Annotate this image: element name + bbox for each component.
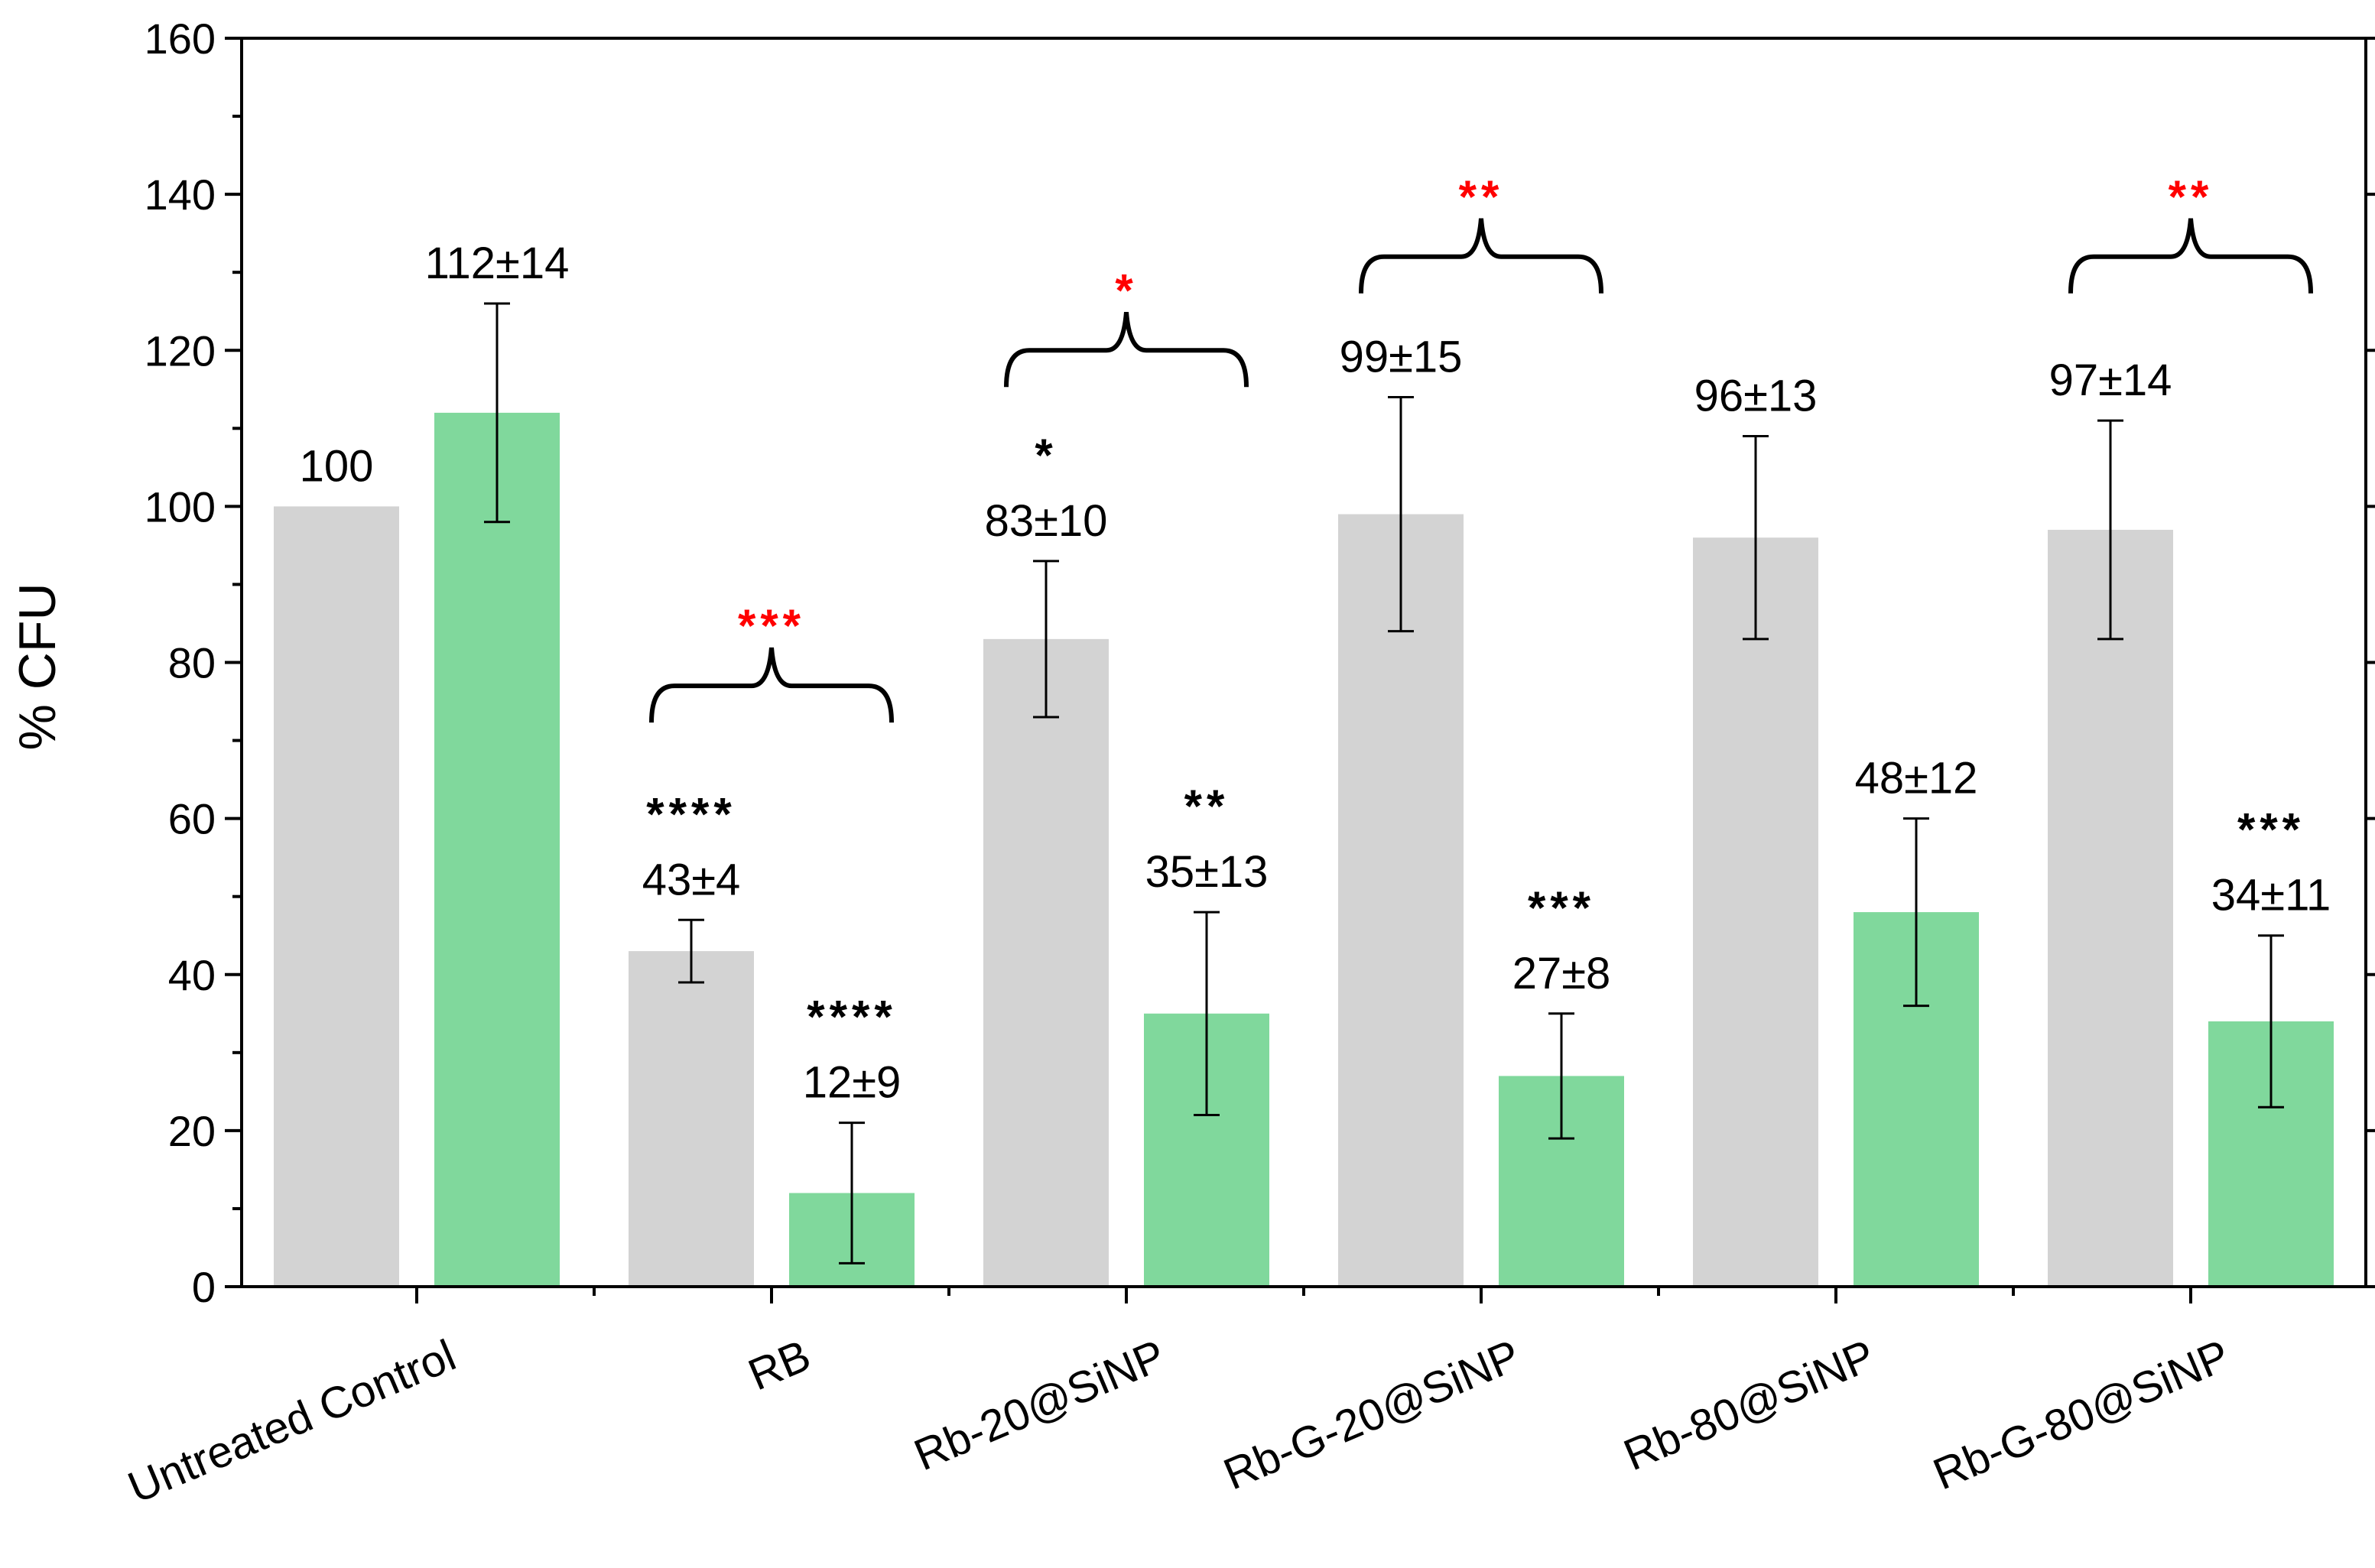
plot-border — [240, 37, 2367, 1288]
comparison-bracket — [649, 647, 894, 723]
bars-layer — [274, 412, 2334, 1287]
y-axis: 0 20 40 60 80 100 120 140 160 — [145, 15, 2375, 1311]
significance-stars: **** — [646, 788, 736, 839]
gray-bar — [2048, 529, 2173, 1287]
data-label: 97±14 — [2049, 355, 2172, 405]
y-tick-label: 60 — [168, 795, 216, 843]
y-axis-title: % CFU — [8, 583, 67, 750]
comparison-stars: *** — [738, 600, 805, 651]
green-bar — [434, 412, 560, 1287]
comparison-bracket — [1004, 312, 1249, 388]
gray-bar — [274, 506, 399, 1287]
data-label: 99±15 — [1340, 332, 1463, 381]
data-label: 35±13 — [1145, 847, 1269, 897]
y-tick-label: 120 — [145, 326, 216, 375]
significance-stars: **** — [807, 992, 896, 1043]
comparison-bracket — [1359, 218, 1603, 294]
data-label: 48±12 — [1855, 754, 1978, 803]
error-bars-layer — [484, 302, 2284, 1264]
x-tick-label: Rb-G-20@SiNP — [1217, 1330, 1527, 1499]
y-tick-label: 0 — [192, 1263, 216, 1311]
comparison-stars: ** — [1459, 171, 1504, 222]
x-tick-label: RB — [742, 1330, 818, 1400]
y-tick-label: 140 — [145, 170, 216, 219]
data-label: 83±10 — [985, 496, 1108, 546]
x-tick-label: Rb-80@SiNP — [1616, 1330, 1882, 1480]
significance-stars: * — [1035, 430, 1057, 481]
y-tick-label: 40 — [168, 951, 216, 999]
gray-bar — [1338, 514, 1464, 1287]
x-tick-label: Rb-G-80@SiNP — [1926, 1330, 2237, 1499]
x-tick-label: Rb-20@SiNP — [907, 1330, 1172, 1480]
y-tick-label: 20 — [168, 1107, 216, 1155]
gray-bar — [1693, 537, 1818, 1287]
significance-stars: ** — [1184, 781, 1230, 832]
y-tick-label: 100 — [145, 482, 216, 531]
data-label: 34±11 — [2211, 871, 2331, 920]
data-label: 27±8 — [1512, 949, 1611, 998]
y-tick-label: 160 — [145, 15, 216, 63]
data-label: 43±4 — [642, 855, 741, 904]
data-label: 12±9 — [803, 1058, 902, 1108]
significance-stars: *** — [1528, 882, 1595, 933]
data-label: 100 — [300, 441, 374, 491]
gray-bar — [629, 951, 754, 1287]
y-tick-label: 80 — [168, 639, 216, 687]
data-label: 96±13 — [1694, 372, 1818, 421]
data-label: 112±14 — [425, 239, 570, 288]
plot-frame — [240, 37, 2367, 1288]
significance-stars: *** — [2237, 804, 2305, 855]
x-axis: Untreated Control RB Rb-20@SiNP Rb-G-20@SiN… — [121, 1287, 2237, 1513]
comparison-brackets-layer: ****** ** — [649, 171, 2313, 723]
gray-bar — [983, 638, 1109, 1287]
comparison-stars: ** — [2169, 171, 2214, 222]
comparison-stars: * — [1115, 265, 1137, 316]
comparison-bracket — [2068, 218, 2313, 294]
x-tick-label: Untreated Control — [121, 1330, 463, 1513]
